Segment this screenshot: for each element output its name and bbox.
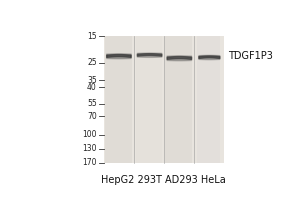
Text: 170: 170 bbox=[82, 158, 97, 167]
Text: 130: 130 bbox=[82, 144, 97, 153]
Text: 100: 100 bbox=[82, 130, 97, 139]
Text: 35: 35 bbox=[87, 76, 97, 85]
Text: 15: 15 bbox=[87, 32, 97, 41]
Text: 70: 70 bbox=[87, 112, 97, 121]
FancyBboxPatch shape bbox=[197, 36, 220, 163]
Text: 25: 25 bbox=[87, 58, 97, 67]
Text: HepG2 293T AD293 HeLa: HepG2 293T AD293 HeLa bbox=[101, 175, 225, 185]
FancyBboxPatch shape bbox=[105, 36, 132, 163]
FancyBboxPatch shape bbox=[136, 36, 163, 163]
FancyBboxPatch shape bbox=[104, 36, 224, 163]
Text: 55: 55 bbox=[87, 99, 97, 108]
FancyBboxPatch shape bbox=[166, 36, 192, 163]
Text: TDGF1P3: TDGF1P3 bbox=[228, 51, 273, 61]
Text: 40: 40 bbox=[87, 83, 97, 92]
